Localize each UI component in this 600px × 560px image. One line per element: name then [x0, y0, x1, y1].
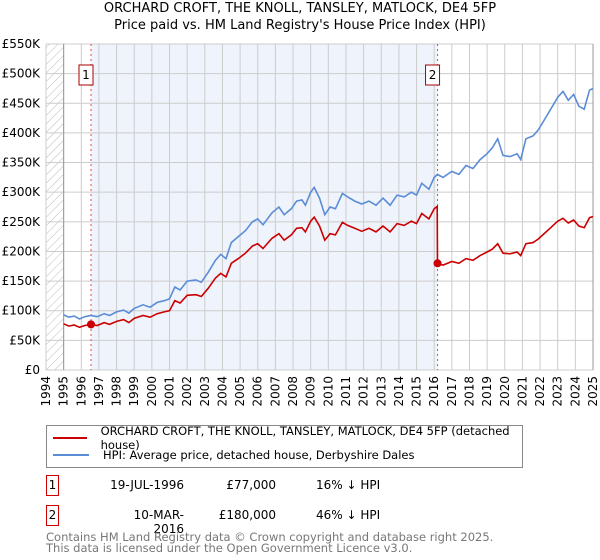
sale-date: 19-JUL-1996: [110, 478, 184, 492]
sale-hpi-diff: 16% ↓ HPI: [316, 478, 381, 492]
sale-hpi-diff: 46% ↓ HPI: [316, 508, 381, 522]
sale-marker-label: 2: [46, 505, 59, 526]
x-tick-label: 2000: [145, 376, 159, 407]
x-tick-label: 1997: [92, 376, 106, 407]
x-tick-label: 2025: [586, 376, 600, 407]
x-tick-label: 2014: [392, 376, 406, 407]
sale-marker-number: 2: [429, 68, 437, 82]
x-tick-label: 1998: [110, 376, 124, 407]
x-tick-label: 2016: [427, 376, 441, 407]
x-tick-label: 2011: [339, 376, 353, 407]
x-tick-label: 2003: [198, 376, 212, 407]
price-chart: 1994 1995 1996 1997 1998 1999 2000 2001 2002 2003…: [2, 37, 600, 407]
sale-price: £77,000: [226, 478, 276, 492]
sale-marker-label: 1: [46, 475, 59, 496]
chart-title: ORCHARD CROFT, THE KNOLL, TANSLEY, MATLO…: [103, 1, 497, 16]
legend-label: HPI: Average price, detached house, Derb…: [103, 448, 415, 462]
no-data-hatched-region: [46, 44, 64, 370]
sale-date: 10-MAR-2016: [133, 508, 184, 536]
legend: ORCHARD CROFT, THE KNOLL, TANSLEY, MATLO…: [46, 424, 523, 468]
legend-swatch-red: [53, 437, 87, 439]
x-tick-label: 2015: [410, 376, 424, 407]
x-tick-label: 2006: [251, 376, 265, 407]
y-tick-label: £450K: [2, 96, 42, 110]
x-tick-label: 2024: [568, 376, 582, 407]
x-tick-label: 2001: [163, 376, 177, 407]
x-tick-label: 2007: [268, 376, 282, 407]
sale-marker-number: 1: [82, 68, 90, 82]
y-tick-label: £550K: [2, 37, 42, 51]
sale-marker-box: [425, 64, 441, 86]
y-tick-label: £300K: [2, 185, 42, 199]
y-tick-label: £500K: [2, 67, 42, 81]
x-tick-label: 1994: [39, 376, 53, 407]
y-tick-label: £50K: [9, 333, 41, 347]
x-tick-label: 1995: [57, 376, 71, 407]
y-tick-label: £100K: [2, 304, 42, 318]
x-tick-label: 2017: [445, 376, 459, 407]
x-tick-label: 1999: [127, 376, 141, 407]
sale-marker-box: [78, 64, 94, 86]
x-tick-label: 2022: [533, 376, 547, 407]
x-tick-label: 2009: [304, 376, 318, 407]
x-tick-label: 2020: [498, 376, 512, 407]
x-tick-label: 2004: [215, 376, 229, 407]
x-tick-label: 2021: [515, 376, 529, 407]
y-tick-label: £400K: [2, 126, 42, 140]
sale-point: [433, 259, 442, 268]
ownership-shaded-region: [90, 44, 438, 370]
y-tick-label: £150K: [2, 274, 42, 288]
y-tick-label: £350K: [2, 156, 42, 170]
sale-point: [86, 320, 95, 329]
legend-item-property: ORCHARD CROFT, THE KNOLL, TANSLEY, MATLO…: [53, 424, 522, 452]
x-tick-label: 2013: [374, 376, 388, 407]
y-tick-label: £0: [25, 363, 40, 377]
y-tick-label: £200K: [2, 244, 42, 258]
legend-label: ORCHARD CROFT, THE KNOLL, TANSLEY, MATLO…: [100, 424, 510, 452]
footer-licence: This data is licensed under the Open Gov…: [46, 541, 413, 555]
legend-swatch-blue: [53, 454, 89, 456]
x-tick-label: 2005: [233, 376, 247, 407]
hpi-line: [63, 87, 594, 320]
x-tick-label: 2023: [551, 376, 565, 407]
x-tick-label: 2012: [357, 376, 371, 407]
property-price-line: [63, 204, 594, 329]
x-tick-label: 1996: [74, 376, 88, 407]
x-tick-label: 2002: [180, 376, 194, 407]
x-tick-label: 2019: [480, 376, 494, 407]
legend-item-hpi: HPI: Average price, detached house, Derb…: [53, 447, 415, 463]
sale-price: £180,000: [218, 508, 276, 522]
x-tick-label: 2008: [286, 376, 300, 407]
y-tick-label: £250K: [2, 215, 42, 229]
x-tick-label: 2010: [321, 376, 335, 407]
chart-subtitle: Price paid vs. HM Land Registry's House …: [114, 18, 486, 33]
footer-copyright: Contains HM Land Registry data © Crown c…: [46, 530, 494, 544]
x-tick-label: 2018: [462, 376, 476, 407]
